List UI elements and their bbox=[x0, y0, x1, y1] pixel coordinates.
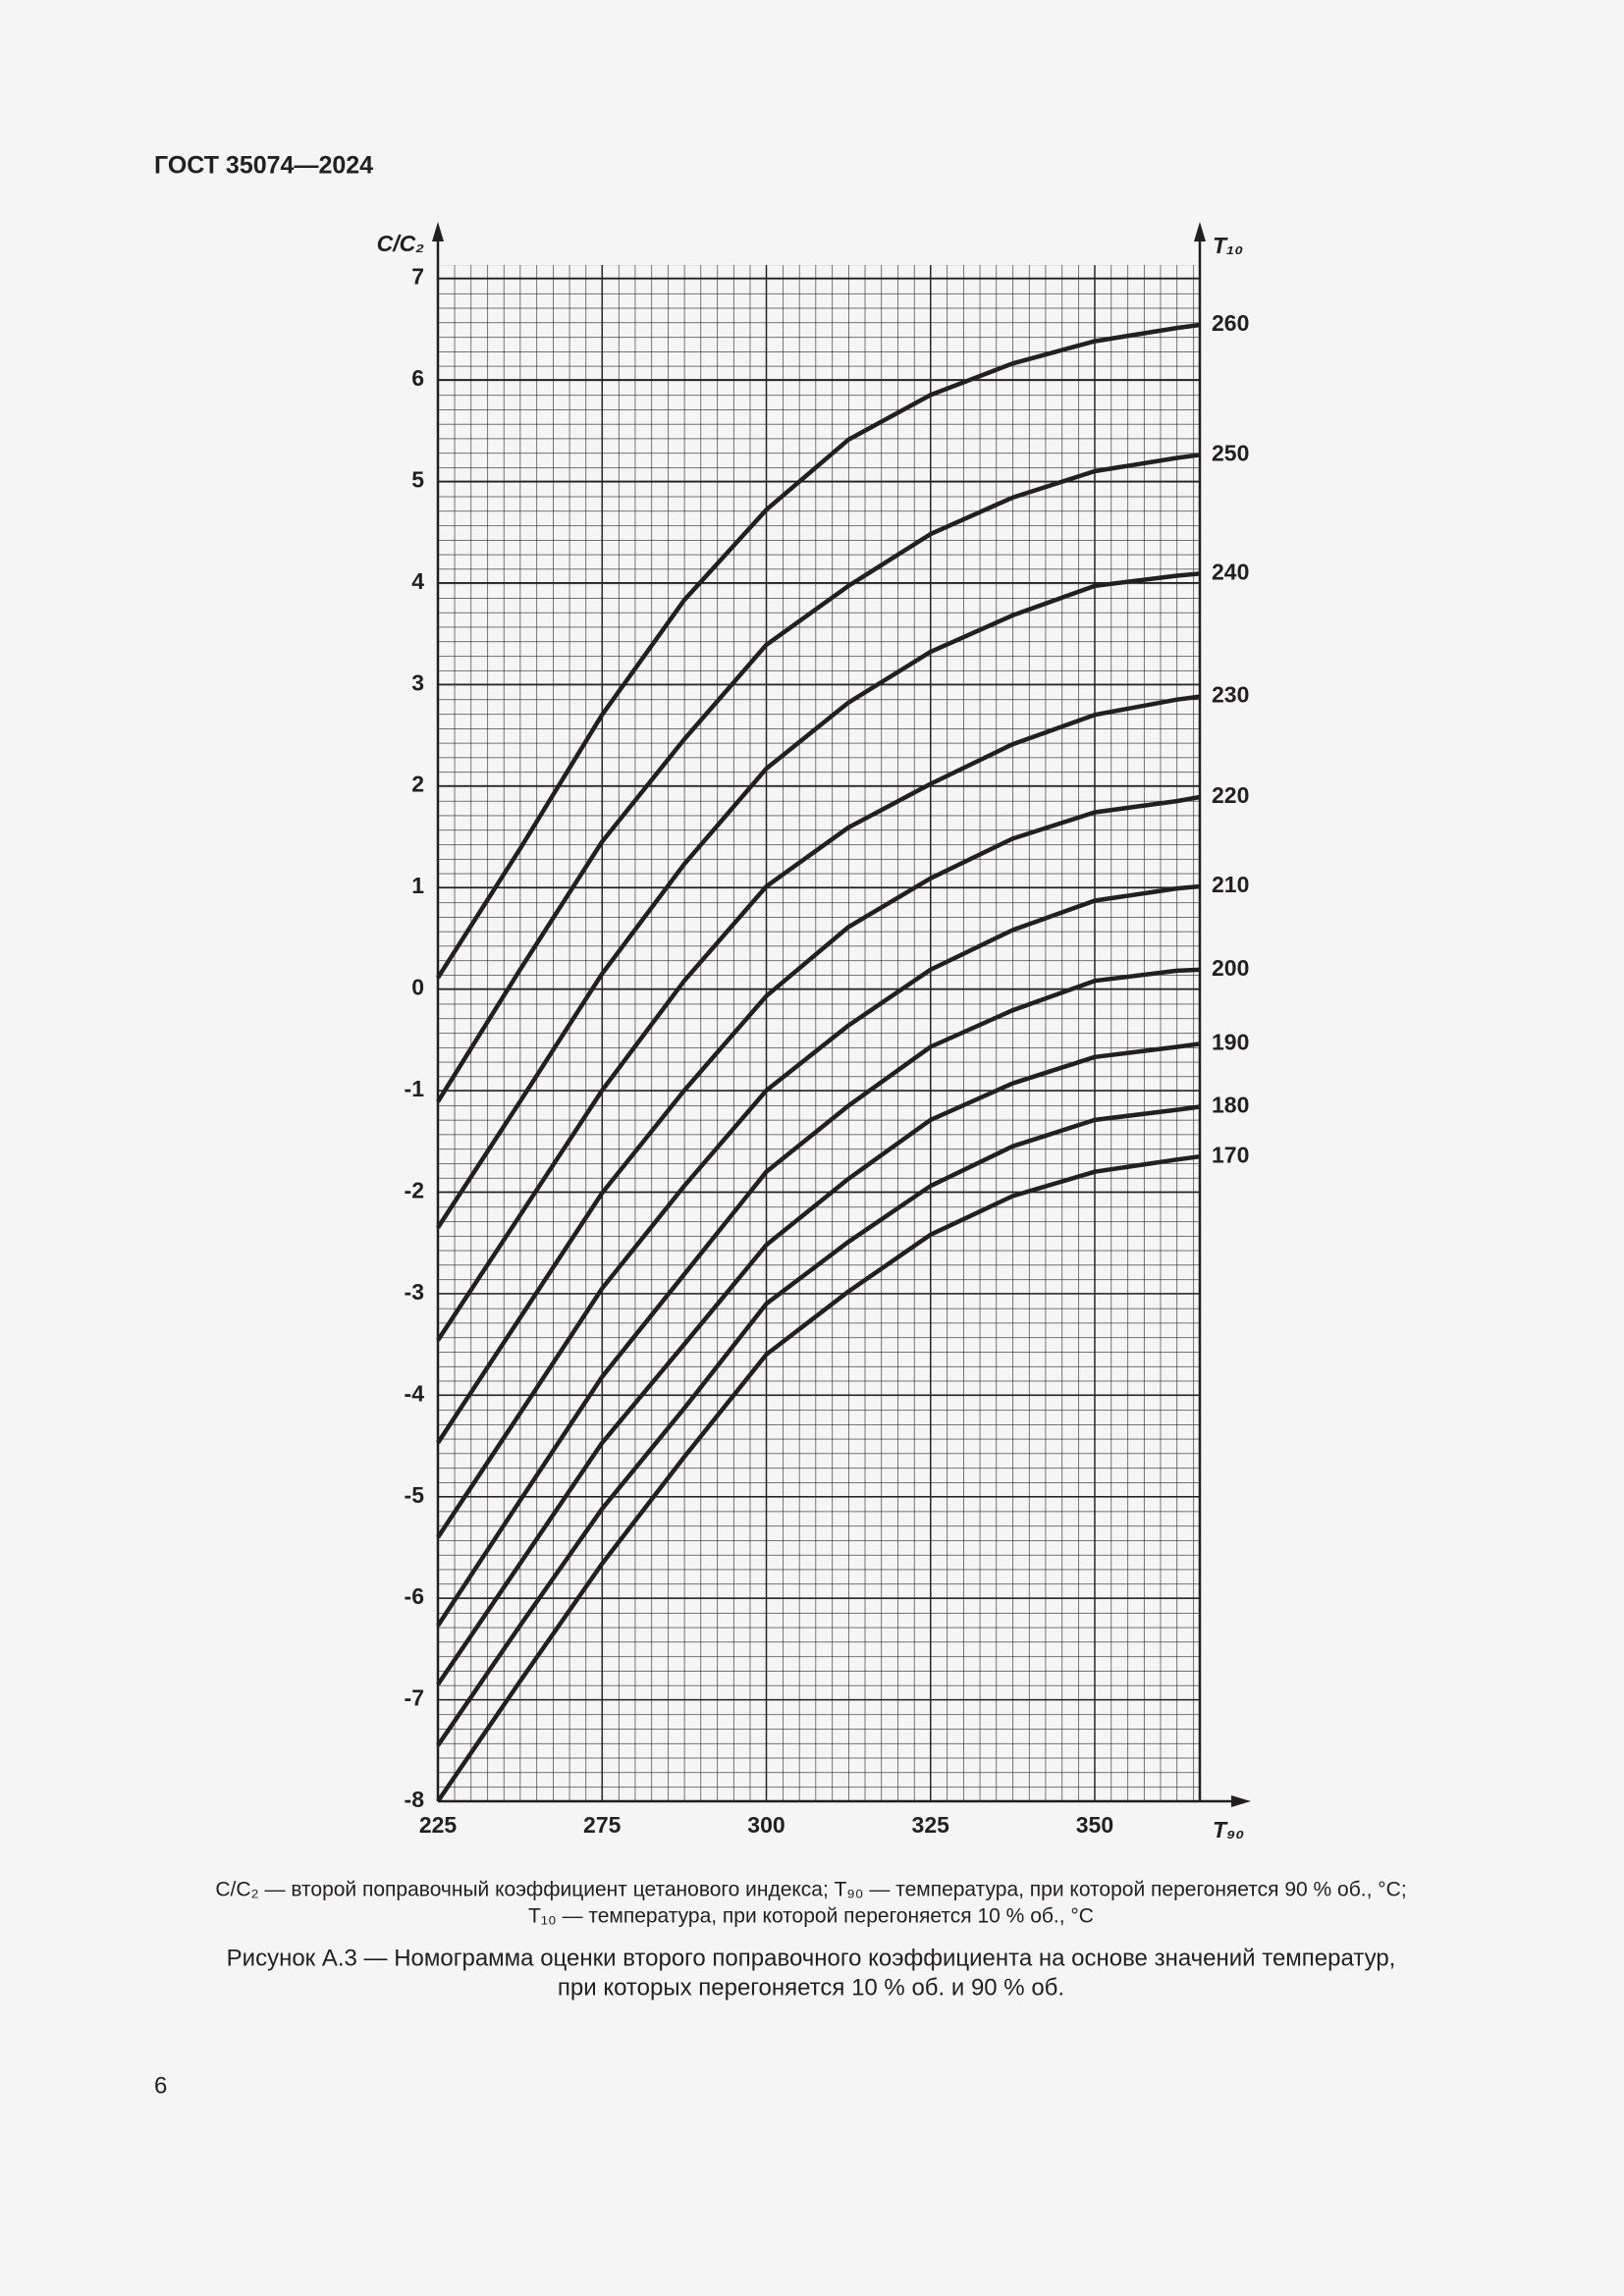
curve bbox=[436, 1041, 1201, 1686]
y-tick-label: -8 bbox=[405, 1787, 425, 1812]
curve-label: 190 bbox=[1212, 1029, 1249, 1054]
x-tick-label: 275 bbox=[583, 1812, 622, 1838]
y-tick-label: 3 bbox=[411, 669, 424, 695]
curve-label: 200 bbox=[1212, 955, 1249, 981]
caption: при которых перегоняется 10 % об. и 90 %… bbox=[558, 1974, 1064, 2001]
curve bbox=[436, 1153, 1201, 1803]
y-tick-label: 4 bbox=[411, 568, 424, 594]
x-tick-label: 325 bbox=[912, 1812, 950, 1838]
y-tick-label: 5 bbox=[411, 466, 424, 492]
y-tick-label: 0 bbox=[411, 975, 424, 1000]
curve bbox=[436, 1104, 1201, 1747]
y-tick-label: -5 bbox=[405, 1482, 425, 1508]
y-tick-label: 2 bbox=[411, 772, 424, 797]
curve bbox=[436, 453, 1201, 1103]
curve-label: 210 bbox=[1212, 872, 1249, 897]
curve-label: 260 bbox=[1212, 310, 1249, 336]
curve-label: 250 bbox=[1212, 441, 1249, 466]
x-axis-arrow bbox=[1231, 1795, 1251, 1807]
y-tick-label: 1 bbox=[411, 873, 424, 898]
caption: Рисунок А.3 — Номограмма оценки второго … bbox=[227, 1945, 1396, 1971]
y2-axis-arrow bbox=[1194, 222, 1206, 241]
y-tick-label: -6 bbox=[405, 1583, 424, 1609]
x-tick-label: 300 bbox=[747, 1812, 785, 1838]
x-axis-label: T₉₀ bbox=[1213, 1817, 1244, 1842]
curve bbox=[436, 883, 1201, 1539]
curve-label: 180 bbox=[1212, 1093, 1249, 1118]
x-tick-label: 350 bbox=[1076, 1812, 1113, 1838]
y-tick-label: 6 bbox=[411, 365, 424, 391]
y-tick-label: -2 bbox=[405, 1177, 424, 1202]
y-tick-label: -4 bbox=[405, 1380, 425, 1406]
curve-label: 230 bbox=[1212, 682, 1249, 708]
curve bbox=[436, 694, 1201, 1342]
page-number: 6 bbox=[154, 2072, 167, 2099]
curve-label: 220 bbox=[1212, 782, 1249, 808]
y-tick-label: -1 bbox=[405, 1076, 425, 1101]
footnote: C/C₂ — второй поправочный коэффициент це… bbox=[215, 1879, 1406, 1901]
y-tick-label: 7 bbox=[411, 264, 424, 290]
y-axis-arrow bbox=[432, 222, 444, 241]
y-tick-label: -3 bbox=[405, 1279, 424, 1305]
x-tick-label: 225 bbox=[419, 1812, 458, 1838]
header: ГОСТ 35074—2024 bbox=[154, 152, 373, 180]
curve bbox=[436, 794, 1201, 1445]
chart: C/C₂ T₁₀ T₉₀ -8 -7 -6 -5 -4 -3 -2 -1 0 1 2 3 4 5 6 7 225… bbox=[377, 222, 1251, 1842]
minor-grid bbox=[438, 265, 1200, 1801]
curve bbox=[436, 967, 1201, 1628]
curve bbox=[436, 322, 1201, 980]
footnote: T₁₀ — температура, при которой перегоняе… bbox=[528, 1905, 1094, 1928]
curve bbox=[436, 571, 1201, 1229]
y2-axis-label: T₁₀ bbox=[1213, 233, 1243, 258]
curve-label: 170 bbox=[1212, 1142, 1249, 1167]
y-tick-label: -7 bbox=[405, 1685, 424, 1711]
y-axis-label: C/C₂ bbox=[377, 231, 425, 256]
curve-label: 240 bbox=[1212, 560, 1249, 585]
